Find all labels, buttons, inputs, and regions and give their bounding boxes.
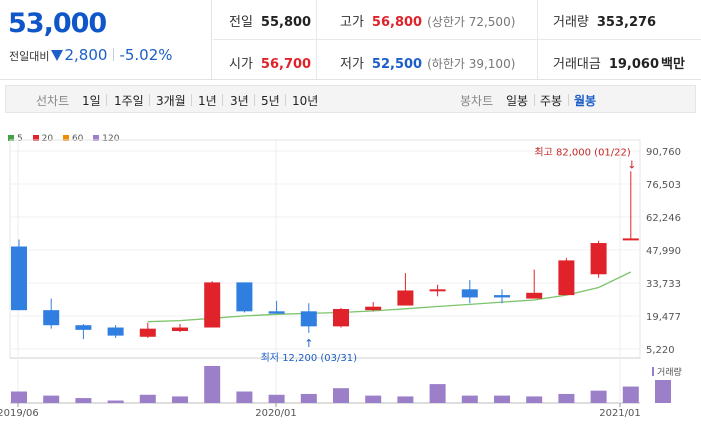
high-arrow-icon: ↓ <box>627 158 636 171</box>
candle-body <box>107 327 124 336</box>
line-chart-label: 선차트 <box>36 94 70 108</box>
y-tick-label: 19,477 <box>646 312 681 323</box>
candle-body <box>461 289 478 298</box>
candle-body <box>590 243 607 275</box>
volume-bar <box>429 384 446 403</box>
candle-body <box>558 260 575 296</box>
volume-bar <box>494 395 510 403</box>
candle-body <box>526 292 543 299</box>
candle-chart-label: 봉차트 <box>460 94 494 108</box>
volume-bar <box>622 386 639 403</box>
tab-monthly[interactable]: 월봉 <box>574 94 597 108</box>
tab-1w[interactable]: 1주일 <box>114 94 144 108</box>
candle-body <box>300 311 317 327</box>
volume-bar <box>236 391 253 403</box>
price-box: 53,000 전일대비 2,800 -5.02% <box>0 0 212 80</box>
candle-body <box>172 327 188 331</box>
volume-bar <box>558 393 575 403</box>
candle-body <box>333 309 349 327</box>
prev-close: 전일 55,800 <box>229 15 312 30</box>
volume-bar <box>590 390 607 403</box>
low-price: 저가 52,500 (하한가 39,100) <box>340 57 516 72</box>
diff-label: 전일대비 <box>9 50 50 63</box>
candle-body <box>494 295 510 298</box>
trade-amount: 거래대금 19,060 백만 <box>553 57 685 72</box>
x-tick-label: 2021/01 <box>599 408 641 419</box>
volume-bar <box>526 396 543 403</box>
volume-bar <box>172 396 188 403</box>
tab-1d[interactable]: 1일 <box>82 94 101 108</box>
x-tick-label: 2020/01 <box>255 408 297 419</box>
down-triangle-icon <box>51 50 64 61</box>
candle-body <box>397 290 414 306</box>
volume-bar <box>397 396 414 403</box>
low-arrow-icon: ↑ <box>304 337 313 350</box>
volume-bar <box>655 379 671 403</box>
legend-ma5: 5 <box>8 134 23 144</box>
high-price: 고가 56,800 (상한가 72,500) <box>340 15 516 30</box>
tab-10y[interactable]: 10년 <box>292 94 319 108</box>
candle-body <box>204 282 221 328</box>
current-price: 53,000 <box>8 8 107 39</box>
y-tick-label: 47,990 <box>646 246 681 257</box>
volume-bar <box>11 391 27 403</box>
candle-body <box>429 289 446 292</box>
candle-body <box>365 306 382 311</box>
plot-frame <box>9 139 641 359</box>
candle-body <box>139 328 156 337</box>
volume-bar <box>333 388 349 403</box>
x-tick-label: 2019/06 <box>0 408 39 419</box>
y-tick-label: 90,760 <box>646 147 681 158</box>
candle-body <box>622 238 639 241</box>
candle-body <box>75 325 92 330</box>
quote-summary: 53,000 전일대비 2,800 -5.02% 전일 55,800 고가 56,800… <box>0 0 701 80</box>
legend-ma60: 60 <box>62 134 83 144</box>
tab-weekly[interactable]: 주봉 <box>540 94 563 108</box>
y-tick-label: 62,246 <box>646 213 681 224</box>
candle-body <box>11 246 27 311</box>
tab-5y[interactable]: 5년 <box>261 94 280 108</box>
legend-ma20: 20 <box>32 134 53 144</box>
volume-bar <box>365 395 382 403</box>
ma-legend: 5 20 60 120 <box>8 134 126 144</box>
tab-3y[interactable]: 3년 <box>230 94 249 108</box>
low-annotation: 최저 12,200 (03/31) <box>261 352 357 364</box>
ma5-line <box>147 271 632 323</box>
open-price: 시가 56,700 <box>229 57 312 72</box>
candle-body <box>268 311 285 314</box>
y-tick-label: 33,733 <box>646 279 681 290</box>
y-tick-label: 5,220 <box>646 345 675 356</box>
y-tick-label: 76,503 <box>646 180 681 191</box>
candle-body <box>236 282 253 312</box>
volume-bar <box>107 400 124 403</box>
price-change: 전일대비 2,800 -5.02% <box>9 46 173 64</box>
high-annotation: 최고 82,000 (01/22) <box>534 146 630 158</box>
candle-body <box>43 310 60 326</box>
volume-bar <box>300 393 317 403</box>
volume-legend: 거래량 <box>652 365 682 378</box>
legend-ma120: 120 <box>93 134 119 144</box>
volume-bar <box>268 394 285 403</box>
volume-summary: 거래량 353,276 <box>553 15 657 30</box>
volume-bar <box>43 395 60 403</box>
volume-bar <box>204 366 221 403</box>
volume-bar <box>461 395 478 403</box>
diff-rate: -5.02% <box>119 46 173 64</box>
tab-1y[interactable]: 1년 <box>198 94 217 108</box>
volume-bar <box>139 394 156 403</box>
chart-tabs: 선차트 1일 1주일 3개월 1년 3년 5년 10년 봉차트 일봉 주봉 월봉 <box>5 85 696 113</box>
tab-daily[interactable]: 일봉 <box>506 94 529 108</box>
diff-value: 2,800 <box>64 46 108 64</box>
volume-bar <box>75 398 92 403</box>
tab-3m[interactable]: 3개월 <box>156 94 186 108</box>
